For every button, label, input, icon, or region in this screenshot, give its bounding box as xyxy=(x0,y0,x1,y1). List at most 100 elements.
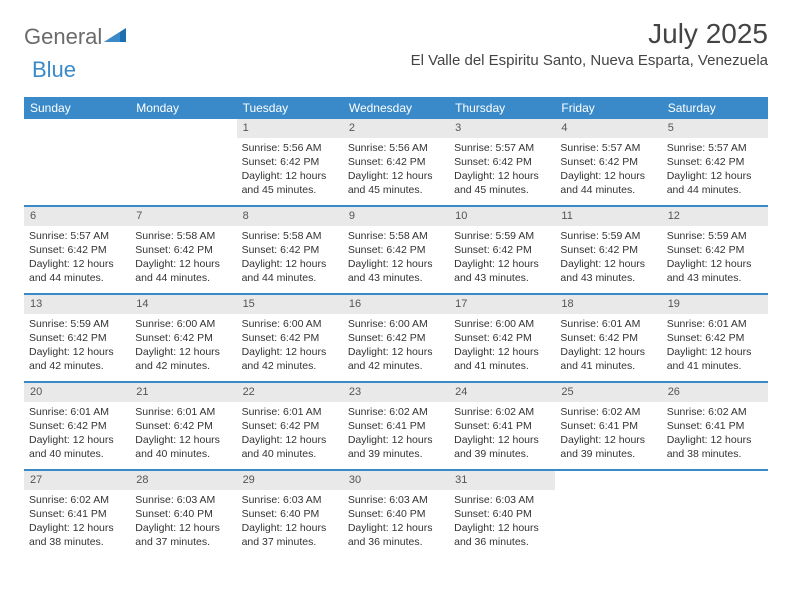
sunset-line: Sunset: 6:42 PM xyxy=(242,419,338,433)
sunrise-line: Sunrise: 6:02 AM xyxy=(667,405,763,419)
day-cell-empty xyxy=(662,471,768,557)
sunset-line: Sunset: 6:40 PM xyxy=(135,507,231,521)
brand-part1: General xyxy=(24,24,102,50)
daylight-line: Daylight: 12 hours and 38 minutes. xyxy=(29,521,125,549)
daylight-line: Daylight: 12 hours and 39 minutes. xyxy=(348,433,444,461)
day-body: Sunrise: 6:01 AMSunset: 6:42 PMDaylight:… xyxy=(130,402,236,466)
sunset-line: Sunset: 6:42 PM xyxy=(135,331,231,345)
day-body: Sunrise: 5:56 AMSunset: 6:42 PMDaylight:… xyxy=(237,138,343,202)
daylight-line: Daylight: 12 hours and 41 minutes. xyxy=(667,345,763,373)
sunrise-line: Sunrise: 5:59 AM xyxy=(560,229,656,243)
daylight-line: Daylight: 12 hours and 42 minutes. xyxy=(135,345,231,373)
day-cell-15: 15Sunrise: 6:00 AMSunset: 6:42 PMDayligh… xyxy=(237,295,343,381)
sunrise-line: Sunrise: 6:03 AM xyxy=(454,493,550,507)
day-number: 5 xyxy=(662,119,768,138)
day-body: Sunrise: 6:02 AMSunset: 6:41 PMDaylight:… xyxy=(24,490,130,554)
day-number: 20 xyxy=(24,383,130,402)
day-body: Sunrise: 5:57 AMSunset: 6:42 PMDaylight:… xyxy=(662,138,768,202)
sunrise-line: Sunrise: 6:03 AM xyxy=(135,493,231,507)
day-cell-28: 28Sunrise: 6:03 AMSunset: 6:40 PMDayligh… xyxy=(130,471,236,557)
sunset-line: Sunset: 6:41 PM xyxy=(29,507,125,521)
day-cell-4: 4Sunrise: 5:57 AMSunset: 6:42 PMDaylight… xyxy=(555,119,661,205)
sunset-line: Sunset: 6:42 PM xyxy=(242,331,338,345)
day-cell-17: 17Sunrise: 6:00 AMSunset: 6:42 PMDayligh… xyxy=(449,295,555,381)
sunset-line: Sunset: 6:42 PM xyxy=(29,419,125,433)
day-number: 24 xyxy=(449,383,555,402)
brand-logo: General xyxy=(24,18,128,50)
day-header-tuesday: Tuesday xyxy=(237,97,343,119)
day-body: Sunrise: 6:03 AMSunset: 6:40 PMDaylight:… xyxy=(343,490,449,554)
day-number: 7 xyxy=(130,207,236,226)
day-body: Sunrise: 5:57 AMSunset: 6:42 PMDaylight:… xyxy=(24,226,130,290)
day-cell-14: 14Sunrise: 6:00 AMSunset: 6:42 PMDayligh… xyxy=(130,295,236,381)
day-cell-11: 11Sunrise: 5:59 AMSunset: 6:42 PMDayligh… xyxy=(555,207,661,293)
day-number: 29 xyxy=(237,471,343,490)
day-number: 2 xyxy=(343,119,449,138)
day-cell-6: 6Sunrise: 5:57 AMSunset: 6:42 PMDaylight… xyxy=(24,207,130,293)
day-body: Sunrise: 5:56 AMSunset: 6:42 PMDaylight:… xyxy=(343,138,449,202)
week-row: 13Sunrise: 5:59 AMSunset: 6:42 PMDayligh… xyxy=(24,295,768,383)
sunrise-line: Sunrise: 6:00 AM xyxy=(348,317,444,331)
day-number: 15 xyxy=(237,295,343,314)
sunrise-line: Sunrise: 5:58 AM xyxy=(348,229,444,243)
daylight-line: Daylight: 12 hours and 43 minutes. xyxy=(454,257,550,285)
day-body: Sunrise: 6:02 AMSunset: 6:41 PMDaylight:… xyxy=(662,402,768,466)
day-body: Sunrise: 5:57 AMSunset: 6:42 PMDaylight:… xyxy=(449,138,555,202)
sunset-line: Sunset: 6:42 PM xyxy=(242,155,338,169)
sunrise-line: Sunrise: 6:00 AM xyxy=(242,317,338,331)
sunrise-line: Sunrise: 5:59 AM xyxy=(29,317,125,331)
day-cell-19: 19Sunrise: 6:01 AMSunset: 6:42 PMDayligh… xyxy=(662,295,768,381)
daylight-line: Daylight: 12 hours and 45 minutes. xyxy=(348,169,444,197)
daylight-line: Daylight: 12 hours and 41 minutes. xyxy=(454,345,550,373)
sunrise-line: Sunrise: 5:57 AM xyxy=(454,141,550,155)
daylight-line: Daylight: 12 hours and 44 minutes. xyxy=(560,169,656,197)
location-text: El Valle del Espiritu Santo, Nueva Espar… xyxy=(411,52,768,69)
day-number: 30 xyxy=(343,471,449,490)
daylight-line: Daylight: 12 hours and 36 minutes. xyxy=(348,521,444,549)
day-cell-22: 22Sunrise: 6:01 AMSunset: 6:42 PMDayligh… xyxy=(237,383,343,469)
sunrise-line: Sunrise: 5:57 AM xyxy=(667,141,763,155)
sunset-line: Sunset: 6:42 PM xyxy=(242,243,338,257)
sunset-line: Sunset: 6:42 PM xyxy=(135,243,231,257)
month-title: July 2025 xyxy=(411,18,768,50)
sunrise-line: Sunrise: 6:03 AM xyxy=(348,493,444,507)
day-number: 26 xyxy=(662,383,768,402)
day-number: 4 xyxy=(555,119,661,138)
sunrise-line: Sunrise: 5:59 AM xyxy=(454,229,550,243)
daylight-line: Daylight: 12 hours and 42 minutes. xyxy=(348,345,444,373)
day-body: Sunrise: 6:01 AMSunset: 6:42 PMDaylight:… xyxy=(237,402,343,466)
day-cell-24: 24Sunrise: 6:02 AMSunset: 6:41 PMDayligh… xyxy=(449,383,555,469)
day-cell-empty xyxy=(555,471,661,557)
daylight-line: Daylight: 12 hours and 39 minutes. xyxy=(454,433,550,461)
day-number: 23 xyxy=(343,383,449,402)
daylight-line: Daylight: 12 hours and 44 minutes. xyxy=(667,169,763,197)
day-body: Sunrise: 5:59 AMSunset: 6:42 PMDaylight:… xyxy=(449,226,555,290)
day-number: 3 xyxy=(449,119,555,138)
day-cell-1: 1Sunrise: 5:56 AMSunset: 6:42 PMDaylight… xyxy=(237,119,343,205)
daylight-line: Daylight: 12 hours and 39 minutes. xyxy=(560,433,656,461)
day-cell-3: 3Sunrise: 5:57 AMSunset: 6:42 PMDaylight… xyxy=(449,119,555,205)
day-header-thursday: Thursday xyxy=(449,97,555,119)
sunset-line: Sunset: 6:42 PM xyxy=(667,155,763,169)
sunrise-line: Sunrise: 6:03 AM xyxy=(242,493,338,507)
calendar: SundayMondayTuesdayWednesdayThursdayFrid… xyxy=(24,97,768,557)
sunset-line: Sunset: 6:42 PM xyxy=(348,331,444,345)
day-number: 21 xyxy=(130,383,236,402)
sunrise-line: Sunrise: 6:02 AM xyxy=(348,405,444,419)
sunset-line: Sunset: 6:41 PM xyxy=(667,419,763,433)
sunrise-line: Sunrise: 5:57 AM xyxy=(560,141,656,155)
day-cell-8: 8Sunrise: 5:58 AMSunset: 6:42 PMDaylight… xyxy=(237,207,343,293)
day-number: 9 xyxy=(343,207,449,226)
day-body: Sunrise: 6:02 AMSunset: 6:41 PMDaylight:… xyxy=(449,402,555,466)
sunrise-line: Sunrise: 5:56 AM xyxy=(242,141,338,155)
day-body: Sunrise: 5:57 AMSunset: 6:42 PMDaylight:… xyxy=(555,138,661,202)
day-number: 28 xyxy=(130,471,236,490)
day-body: Sunrise: 6:01 AMSunset: 6:42 PMDaylight:… xyxy=(555,314,661,378)
title-block: July 2025 El Valle del Espiritu Santo, N… xyxy=(411,18,768,69)
day-number: 13 xyxy=(24,295,130,314)
day-body: Sunrise: 6:00 AMSunset: 6:42 PMDaylight:… xyxy=(449,314,555,378)
sunset-line: Sunset: 6:42 PM xyxy=(29,243,125,257)
sunset-line: Sunset: 6:42 PM xyxy=(560,331,656,345)
sunset-line: Sunset: 6:42 PM xyxy=(454,155,550,169)
sunset-line: Sunset: 6:42 PM xyxy=(454,331,550,345)
